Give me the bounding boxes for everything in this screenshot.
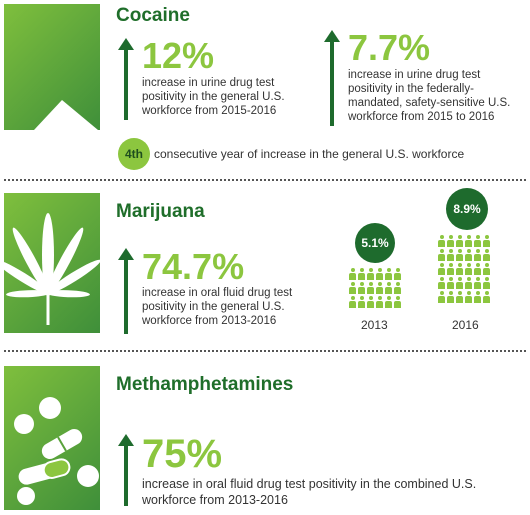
year-label-2016: 2016 — [452, 318, 479, 332]
meth-title: Methamphetamines — [116, 374, 294, 395]
person-icon — [349, 296, 356, 308]
meth-panel — [4, 366, 100, 510]
person-icon — [483, 235, 490, 247]
up-arrow-icon — [118, 434, 134, 506]
person-icon — [483, 249, 490, 261]
person-icon — [438, 235, 445, 247]
cocaine-stat1-desc: increase in urine drug test positivity i… — [142, 77, 285, 117]
person-icon — [438, 249, 445, 261]
person-icon — [394, 296, 401, 308]
person-icon — [438, 277, 445, 289]
person-icon — [376, 282, 383, 294]
pills-icon — [14, 397, 99, 505]
up-arrow-icon — [118, 38, 134, 120]
person-icon — [474, 235, 481, 247]
person-icon — [465, 277, 472, 289]
person-icon — [358, 268, 365, 280]
cannabis-leaf-icon — [4, 213, 100, 325]
badge-label: 4th — [125, 147, 143, 161]
person-icon — [447, 291, 454, 303]
person-icon — [367, 282, 374, 294]
powder-icon — [34, 100, 98, 130]
percent-label: 8.9% — [453, 202, 481, 216]
meth-stat-value: 75% — [142, 432, 223, 476]
marijuana-stat-value: 74.7% — [142, 246, 245, 287]
person-icon — [474, 277, 481, 289]
person-icon — [483, 277, 490, 289]
cocaine-stat2-desc: increase in urine drug test positivity i… — [348, 69, 511, 123]
person-icon — [465, 235, 472, 247]
person-icon — [465, 249, 472, 261]
person-icon — [447, 235, 454, 247]
person-icon — [349, 282, 356, 294]
person-icon — [483, 263, 490, 275]
person-icon — [447, 277, 454, 289]
person-icon — [447, 263, 454, 275]
person-icon — [367, 268, 374, 280]
person-icon — [385, 282, 392, 294]
marijuana-stat-desc: increase in oral fluid drug test positiv… — [142, 287, 293, 327]
cocaine-stat1-value: 12% — [142, 35, 215, 76]
marijuana-title: Marijuana — [116, 201, 205, 222]
percent-label: 5.1% — [361, 236, 389, 250]
person-icon — [349, 268, 356, 280]
person-icon — [456, 263, 463, 275]
person-icon — [376, 268, 383, 280]
cocaine-title: Cocaine — [116, 5, 190, 26]
up-arrow-icon — [118, 248, 134, 334]
person-icon — [438, 291, 445, 303]
year-2013-percent-badge: 5.1% — [355, 223, 395, 263]
person-icon — [483, 291, 490, 303]
meth-stat-desc: increase in oral fluid drug test positiv… — [142, 477, 477, 507]
person-icon — [394, 282, 401, 294]
up-arrow-icon — [324, 30, 340, 126]
divider — [4, 179, 526, 181]
person-icon — [358, 296, 365, 308]
year-label-2013: 2013 — [361, 318, 388, 332]
cocaine-panel — [4, 4, 100, 130]
person-icon — [367, 296, 374, 308]
marijuana-panel — [4, 193, 100, 333]
person-icon — [456, 277, 463, 289]
divider — [4, 350, 526, 352]
person-icon — [456, 235, 463, 247]
person-icon — [376, 296, 383, 308]
cocaine-stat2-value: 7.7% — [348, 27, 431, 68]
person-icon — [474, 291, 481, 303]
person-icon — [447, 249, 454, 261]
year-2016-percent-badge: 8.9% — [446, 188, 488, 230]
person-icon — [438, 263, 445, 275]
person-icon — [456, 291, 463, 303]
person-icon — [465, 263, 472, 275]
person-icon — [474, 249, 481, 261]
person-icon — [456, 249, 463, 261]
fourth-badge: 4th — [118, 138, 150, 170]
person-icon — [385, 296, 392, 308]
fourth-badge-text: consecutive year of increase in the gene… — [154, 147, 465, 161]
person-icon — [358, 282, 365, 294]
person-icon — [394, 268, 401, 280]
person-icon — [385, 268, 392, 280]
person-icon — [465, 291, 472, 303]
person-icon — [474, 263, 481, 275]
